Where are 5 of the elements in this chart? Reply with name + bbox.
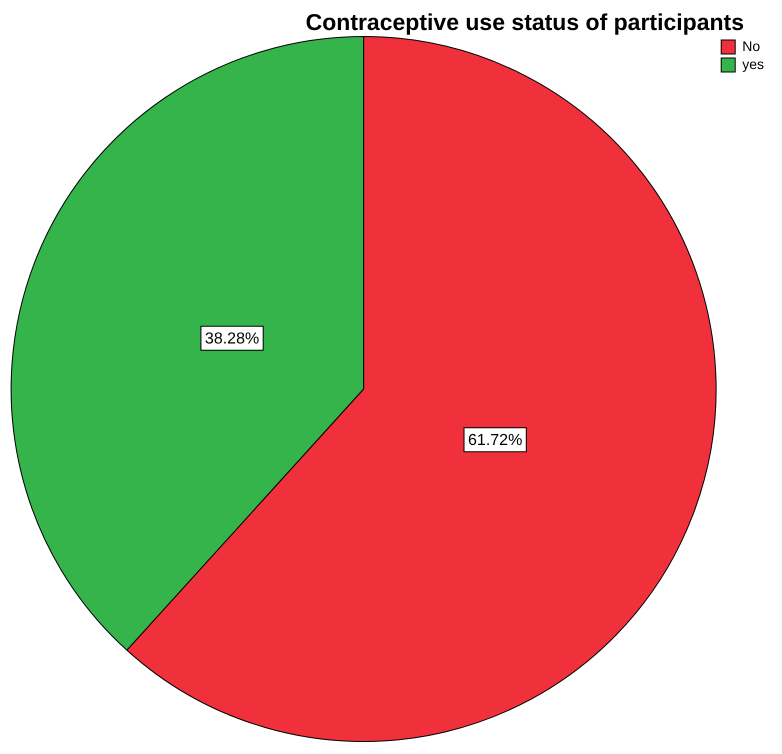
legend-label: No xyxy=(742,38,760,54)
data-label: 38.28% xyxy=(204,330,260,348)
legend-label: yes xyxy=(742,56,764,72)
data-label: 61.72% xyxy=(468,432,522,450)
chart-title: Contraceptive use status of participants xyxy=(304,8,745,36)
